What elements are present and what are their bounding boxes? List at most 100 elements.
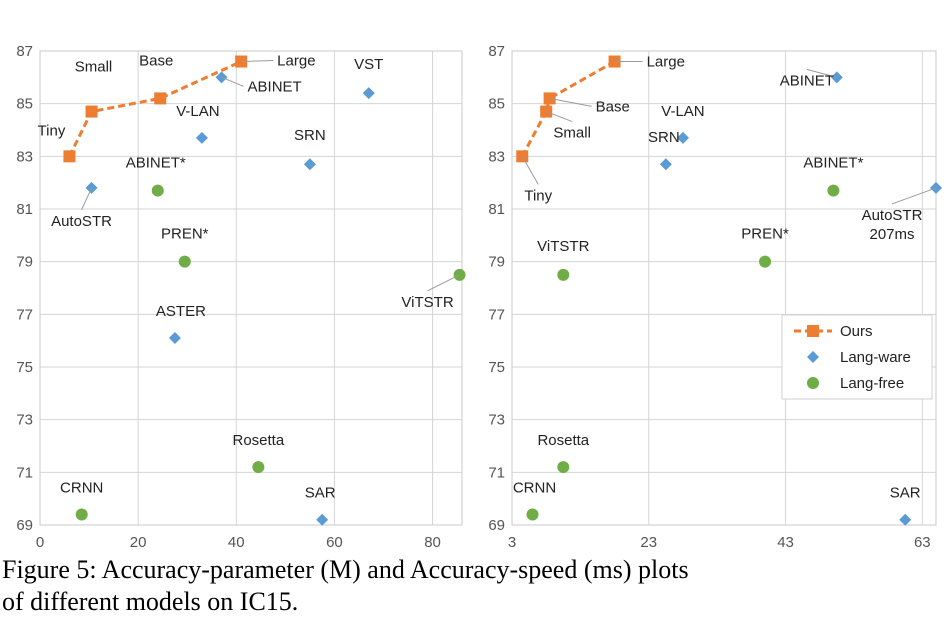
label-leader-line [546,111,573,123]
point-label-line: Tiny [524,187,552,204]
lang-ware-point-v-lan [676,131,689,144]
y-tick-label: 73 [488,412,505,429]
point-label-rosetta: Rosetta [537,432,589,449]
lang-free-point-abinet [827,184,840,197]
point-label-line: 207ms [869,226,914,243]
point-label-line: ABINET* [803,155,863,172]
label-leader-line [549,97,592,107]
accuracy-speed-plot: 69 71 73 75 77 79 81 83 85 87 3 23 43 63 Tiny Small Base… [488,43,942,551]
point-label-autostr: AutoSTR [51,213,112,230]
lang-ware-point-aster [168,332,181,345]
point-label-line: Rosetta [233,432,285,449]
point-label-base: Base [596,98,630,115]
point-label-abinet: ABINET* [803,155,863,172]
y-tick-label: 85 [16,96,33,113]
x-tick-label: 3 [508,534,516,551]
y-tick-label: 81 [488,201,505,218]
point-label-pren: PREN* [741,226,789,243]
point-label-abinet: ABINET [780,72,834,89]
point-label-sar: SAR [890,485,921,502]
point-label-line: CRNN [60,479,103,496]
ours-series-line [520,60,616,158]
point-label-tiny: Tiny [524,187,552,204]
point-label-sar: SAR [305,485,336,502]
ours-series-line [68,60,242,157]
point-label-line: Rosetta [537,432,589,449]
ours-point-tiny [63,150,76,163]
y-tick-label: 77 [488,306,505,323]
point-label-small: Small [75,59,113,76]
point-label-line: SAR [890,485,921,502]
accuracy-parameter-plot: 69 71 73 75 77 79 81 83 85 87 0 20 40 60 80 Tiny Small Ba… [16,43,466,551]
label-leader-line [806,68,837,78]
point-label-line: ViTSTR [537,238,589,255]
y-tick-label: 71 [16,464,33,481]
y-tick-label: 79 [488,254,505,271]
point-label-line: ASTER [156,303,206,320]
y-tick-label: 69 [16,517,33,534]
x-tick-label: 0 [36,534,44,551]
point-label-base: Base [139,52,173,69]
y-tick-label: 85 [488,96,505,113]
chart-legend: Ours Lang-ware Lang-free [781,314,933,400]
lang-ware-point-abinet [215,71,228,84]
y-tick-label: 69 [488,517,505,534]
point-label-line: AutoSTR [51,213,112,230]
plot-frame [39,50,463,526]
lang-free-point-vitstr [557,268,570,281]
point-label-large: Large [647,54,685,71]
label-leader-line [241,60,274,63]
x-tick-label: 43 [777,534,794,551]
point-label-line: ABINET* [126,155,186,172]
x-tick-label: 20 [130,534,147,551]
lang-ware-point-sar [316,513,329,526]
x-tick-label: 60 [326,534,343,551]
legend-lang-ware-marker [807,351,819,363]
point-label-crnn: CRNN [513,479,556,496]
figure-caption: Figure 5: Accuracy-parameter (M) and Acc… [2,555,689,616]
label-leader-line [427,274,460,292]
lang-free-point-pren [178,255,191,268]
point-label-autostr: AutoSTR 207ms [862,207,923,243]
lang-free-point-rosetta [557,461,570,474]
x-tick-label: 23 [640,534,657,551]
lang-free-point-crnn [526,508,539,521]
lang-ware-point-vst [362,87,375,100]
point-label-line: Large [277,53,315,70]
point-label-line: Small [553,125,591,142]
point-label-line: ABINET [248,78,302,95]
point-label-line: AutoSTR [862,207,923,224]
y-tick-label: 73 [16,412,33,429]
point-label-vitstr: ViTSTR [537,238,589,255]
point-label-line: SRN [648,129,680,146]
legend-label-lang-ware: Lang-ware [840,349,911,366]
lang-free-point-vitstr [453,268,466,281]
point-label-line: Base [596,98,630,115]
legend-label-lang-free: Lang-free [840,375,904,392]
legend-label-ours: Ours [840,323,873,340]
point-label-line: VST [354,56,383,73]
lang-free-point-pren [759,255,772,268]
legend-lang-free-marker [807,377,819,389]
label-leader-line [521,156,539,185]
y-tick-label: 87 [488,43,505,60]
y-tick-label: 75 [16,359,33,376]
lang-ware-point-srn [659,158,672,171]
point-label-line: V-LAN [176,103,219,120]
lang-ware-point-sar [899,513,912,526]
point-label-pren: PREN* [161,226,209,243]
point-label-line: Tiny [38,122,66,139]
point-label-aster: ASTER [156,303,206,320]
point-label-v-lan: V-LAN [176,103,219,120]
lang-ware-point-srn [303,158,316,171]
legend-ours-marker [807,325,819,337]
y-tick-label: 83 [488,148,505,165]
plot-frame [511,50,937,526]
lang-free-point-abinet [151,184,164,197]
y-tick-label: 79 [16,254,33,271]
point-label-line: V-LAN [661,103,704,120]
label-leader-line [81,187,92,211]
point-label-line: PREN* [741,226,789,243]
point-label-line: CRNN [513,479,556,496]
